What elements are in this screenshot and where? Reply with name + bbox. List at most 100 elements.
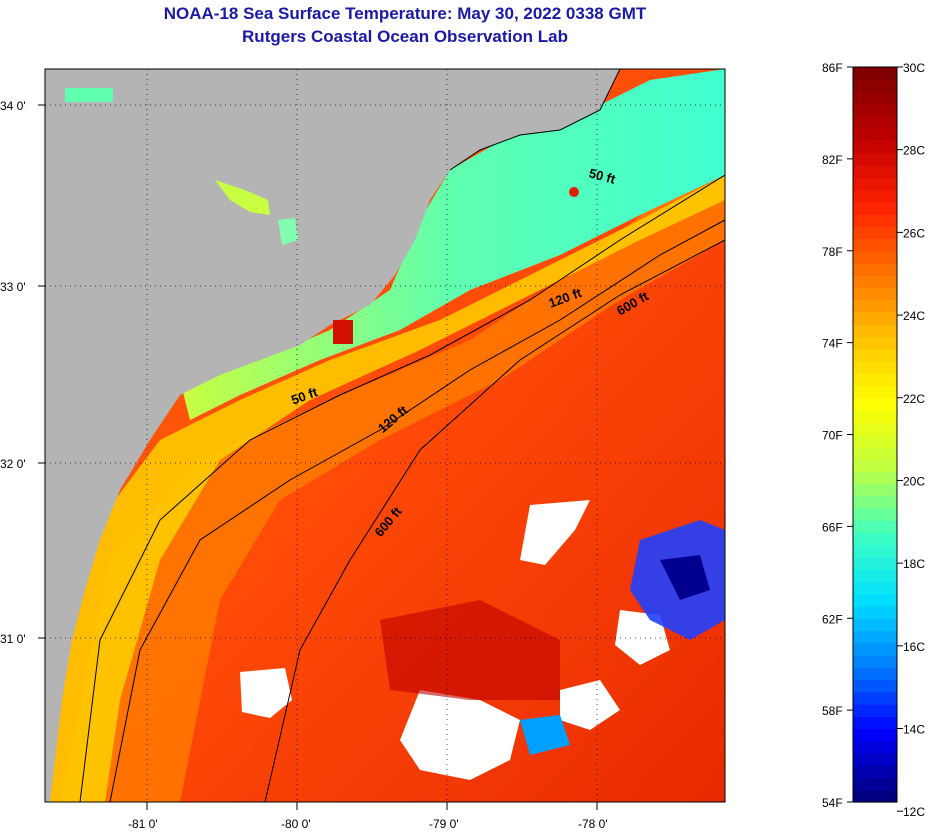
cold-patch [660,555,710,600]
isobath-50ft-line [79,174,725,802]
cloud-patch [400,690,520,780]
cloud-patch [240,668,292,718]
colorbar-swatch [853,434,897,448]
frame-ticks [38,104,598,810]
lon-label: -81 0' [128,817,158,831]
colorbar-f-label: 74F [822,337,843,351]
colorbar-f-label: 58F [822,704,843,718]
lon-label: -78 0' [578,817,608,831]
shelf-warm-band [60,170,725,802]
colorbar-swatch [853,116,897,129]
colorbar-swatch [853,67,897,80]
colorbar-swatch [853,287,897,301]
colorbar-swatch [853,79,897,93]
colorbar-swatch [853,606,897,619]
inland-lake [215,180,270,215]
land-area [45,69,620,802]
colorbar-swatch [853,214,897,227]
map-subtitle: Rutgers Coastal Ocean Observation Lab [242,27,568,46]
colorbar-swatch [853,679,897,693]
colorbar-swatch [853,655,897,668]
colorbar-c-label: 30C [903,61,925,75]
colorbar-swatch [853,753,897,766]
colorbar-swatch [853,716,897,730]
colorbar-swatch [853,667,897,681]
colorbar-c-label: 24C [903,309,925,323]
colorbar-swatch [853,397,897,411]
colorbar-f-label: 62F [822,612,843,626]
colorbar-swatch [853,324,897,338]
nearshore-yellow [45,175,725,802]
colorbar-swatch [853,140,897,154]
lon-label: -80 0' [281,817,311,831]
cloud-patch [615,610,670,665]
colorbar-f-label: 82F [822,153,843,167]
colorbar-swatch [853,299,897,313]
colorbar-c-label: 14C [903,723,925,737]
colorbar-swatch [853,544,897,558]
graticule [45,69,725,802]
colorbar-c-label: 20C [903,474,925,488]
map-frame [44,68,726,803]
colorbar-swatch [853,91,897,105]
colorbar-c-label: 18C [903,557,925,571]
colorbar-swatch [853,165,897,178]
colorbar-swatch [853,422,897,436]
lon-label: -79 0' [429,817,459,831]
colorbar-swatch [853,373,897,387]
colorbar-swatch [853,410,897,423]
colorbar-c-label: 22C [903,392,925,406]
colorbar-swatch [853,152,897,166]
colorbar-swatch [853,361,897,374]
colorbar-swatch [853,275,897,289]
colorbar-c-label: 12C [903,805,925,819]
colorbar-f-label: 78F [822,245,843,259]
colorbar-swatch [853,508,897,521]
hot-patch [380,600,560,700]
colorbar-swatch [853,704,897,717]
colorbar-swatch [853,789,897,803]
colorbar-swatch [853,740,897,754]
isobath-120ft-line [109,219,725,802]
colorbar-swatch [853,630,897,644]
lat-label: 33 0' [0,280,26,294]
inland-lake [65,88,113,102]
map-title: NOAA-18 Sea Surface Temperature: May 30,… [163,4,647,23]
colorbar-swatch [853,348,897,362]
lat-label: 34 0' [0,99,26,113]
colorbar-swatch [853,765,897,779]
colorbar-swatch [853,459,897,472]
colorbar-swatch [853,532,897,546]
hot-patch [569,187,579,197]
colorbar-f-label: 54F [822,796,843,810]
colorbar-swatch [853,336,897,350]
colorbar-swatch [853,250,897,264]
colorbar-swatch [853,385,897,399]
cold-patch [520,715,570,755]
lat-label: 31 0' [0,632,26,646]
contour-label: 50 ft [587,165,617,187]
colorbar-swatch [853,691,897,705]
colorbar-c-label: 28C [903,144,925,158]
colorbar-swatch [853,128,897,142]
colorbar-swatch [853,471,897,485]
colorbar-swatch [853,226,897,240]
hot-patch [333,320,353,344]
lat-label: 32 0' [0,457,26,471]
colorbar-swatch [853,189,897,203]
colorbar-swatch [853,238,897,252]
colorbar-swatch [853,201,897,215]
colorbar-swatch [853,728,897,742]
colorbar-swatch [853,103,897,117]
colorbar-swatch [853,177,897,191]
cloud-patch [520,500,590,565]
colorbar-swatch [853,569,897,583]
colorbar-swatch [853,483,897,497]
coastline [449,69,621,171]
colorbar-swatch [853,777,897,791]
colorbar-swatch [853,263,897,276]
colorbar-swatch [853,312,897,325]
colorbar-swatch [853,520,897,534]
